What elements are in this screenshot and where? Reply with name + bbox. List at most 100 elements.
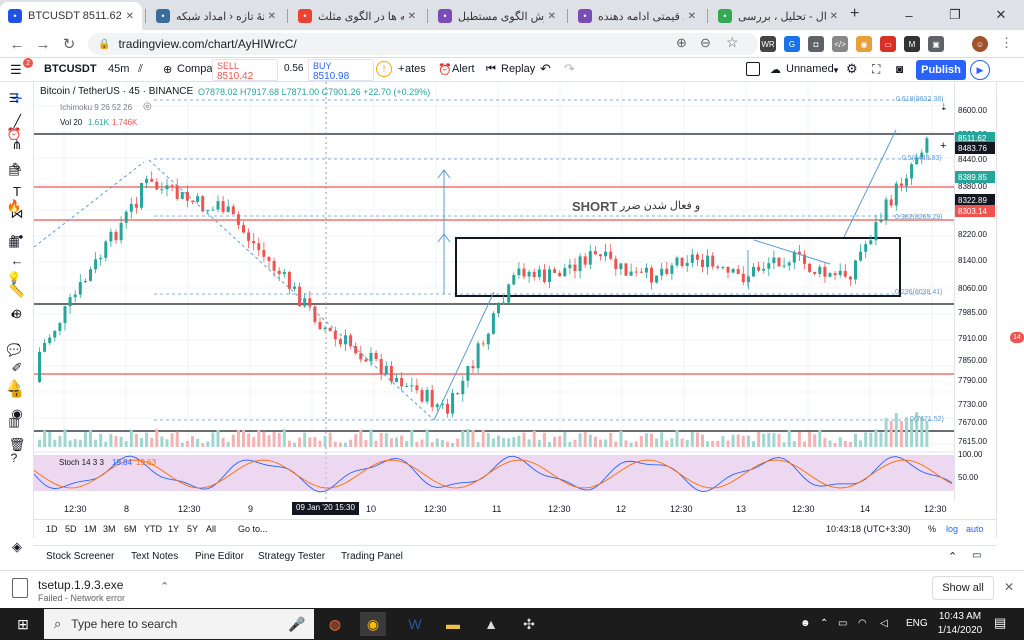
- close-tab-icon[interactable]: ✕: [407, 10, 416, 22]
- indicator-plus-icon[interactable]: +: [398, 63, 405, 75]
- calculator-icon[interactable]: ▥: [8, 415, 20, 429]
- data-window-icon[interactable]: ▤: [8, 163, 20, 177]
- browser-tab[interactable]: • ارزدیجیتال - تحلیل ، بررسی✕: [710, 2, 846, 30]
- undo-icon[interactable]: ↶: [540, 61, 551, 76]
- templates-button[interactable]: ates: [405, 63, 426, 75]
- taskbar-date[interactable]: 1/14/2020: [937, 625, 983, 636]
- panel-tab[interactable]: Strategy Tester: [258, 551, 326, 562]
- minimize-button[interactable]: –: [905, 7, 913, 23]
- chart-area[interactable]: [33, 82, 954, 500]
- extension-eye-icon[interactable]: ◉: [856, 36, 872, 52]
- taskbar-search[interactable]: ⌕ Type here to search: [44, 609, 314, 639]
- add-icon[interactable]: ⊕: [676, 35, 687, 50]
- panel-tab[interactable]: Pine Editor: [195, 551, 244, 562]
- tray-battery-icon[interactable]: ▭: [838, 618, 848, 629]
- pattern-icon[interactable]: ⋈: [10, 206, 24, 221]
- interval-selector[interactable]: 45m: [108, 63, 130, 75]
- range-button[interactable]: YTD: [144, 524, 162, 534]
- alarm-clock-icon[interactable]: ⏰: [438, 64, 452, 76]
- layout-chevron-icon[interactable]: ▼: [832, 66, 840, 75]
- persian-annotation[interactable]: و فعال شدن ضرر: [620, 200, 701, 212]
- lock-drawings-icon[interactable]: 🔓: [8, 383, 26, 398]
- help-icon[interactable]: ?: [10, 451, 18, 465]
- magnet-icon[interactable]: ∩: [12, 337, 22, 353]
- crosshair-icon[interactable]: ✛: [11, 91, 23, 106]
- range-button[interactable]: 1Y: [168, 524, 180, 534]
- alert-button[interactable]: Alert: [452, 63, 475, 75]
- extension-tv-icon[interactable]: ▣: [928, 36, 944, 52]
- file-explorer-icon[interactable]: ▬: [446, 616, 460, 632]
- buy-button[interactable]: BUY 8510.98: [308, 59, 374, 82]
- range-button[interactable]: 1M: [84, 524, 97, 534]
- extension-code-icon[interactable]: </>: [832, 36, 848, 52]
- info-icon[interactable]: !: [376, 61, 392, 77]
- panel-tab[interactable]: Text Notes: [131, 551, 179, 562]
- alerts-clock-icon[interactable]: ⏰: [6, 127, 22, 141]
- close-tab-icon[interactable]: ✕: [547, 10, 556, 22]
- layers-icon[interactable]: ◈: [12, 539, 22, 554]
- prediction-icon[interactable]: ⊶: [10, 229, 24, 244]
- hotlist-icon[interactable]: 🔥: [6, 199, 22, 213]
- ideas-bulb-icon[interactable]: 💡: [6, 271, 22, 285]
- download-chevron-icon[interactable]: ⌃: [160, 581, 170, 593]
- range-button[interactable]: 6M: [124, 524, 137, 534]
- play-icon[interactable]: ▶: [970, 60, 990, 80]
- browser-tab[interactable]: • نوشتهٔ تازه ‹ امداد شبکه✕: [148, 2, 284, 30]
- ruler-icon[interactable]: 📏: [8, 283, 26, 298]
- notifications-icon[interactable]: 🔔: [6, 379, 22, 393]
- reload-icon[interactable]: ↻: [62, 36, 76, 53]
- microphone-icon[interactable]: 🎤: [288, 615, 306, 632]
- extension-m-icon[interactable]: M: [904, 36, 920, 52]
- publish-button[interactable]: Publish: [916, 60, 966, 80]
- maximize-panel-icon[interactable]: ▭: [972, 550, 982, 561]
- redo-icon[interactable]: ↷: [564, 61, 575, 76]
- watchlist-icon[interactable]: ☰: [8, 91, 20, 105]
- auto-toggle[interactable]: auto: [966, 524, 984, 534]
- show-all-button[interactable]: Show all: [932, 576, 994, 600]
- menu-dots-icon[interactable]: ⋮: [1000, 35, 1013, 50]
- tray-up-icon[interactable]: ⌃: [820, 618, 829, 629]
- percent-toggle[interactable]: %: [928, 524, 937, 534]
- price-chart[interactable]: [33, 82, 954, 500]
- fullscreen-rect-icon[interactable]: [746, 62, 760, 76]
- range-button[interactable]: 5D: [65, 524, 77, 534]
- browser-tab[interactable]: • BTCUSDT 8511.62 ▲✕: [0, 2, 142, 30]
- new-tab-button[interactable]: +: [850, 5, 860, 22]
- tray-people-icon[interactable]: ☻: [800, 618, 811, 629]
- download-filename[interactable]: tsetup.1.9.3.exe: [38, 578, 124, 592]
- extension-g-icon[interactable]: G: [784, 36, 800, 52]
- language-indicator[interactable]: ENG: [906, 618, 928, 629]
- scroll-down-icon[interactable]: ⇣: [940, 102, 948, 112]
- replay-button[interactable]: Replay: [501, 63, 536, 75]
- photos-icon[interactable]: ▲: [484, 616, 498, 632]
- fullscreen-icon[interactable]: ⛶: [872, 62, 881, 76]
- trendline-icon[interactable]: ╱: [13, 114, 21, 129]
- close-tab-icon[interactable]: ✕: [829, 10, 838, 22]
- windows-start-icon[interactable]: ⊞: [17, 615, 29, 632]
- close-download-icon[interactable]: ✕: [1004, 580, 1015, 594]
- taskbar-time[interactable]: 10:43 AM: [938, 611, 982, 622]
- action-center-icon[interactable]: ▤: [994, 615, 1007, 630]
- bookmark-star-icon[interactable]: ☆: [726, 34, 739, 50]
- streams-icon[interactable]: ◐: [10, 307, 18, 321]
- back-icon[interactable]: ←: [9, 35, 25, 53]
- app-icon[interactable]: ✣: [523, 615, 535, 632]
- replay-icon[interactable]: ⏮: [486, 63, 496, 75]
- close-tab-icon[interactable]: ✕: [687, 10, 696, 22]
- profile-avatar[interactable]: ☺: [972, 36, 988, 52]
- tray-network-icon[interactable]: ◠: [858, 618, 867, 629]
- snapshot-camera-icon[interactable]: ◙: [896, 62, 904, 76]
- brush-icon[interactable]: ✎: [11, 160, 23, 175]
- range-button[interactable]: All: [206, 524, 217, 534]
- hamburger-menu-icon[interactable]: ☰: [10, 62, 22, 77]
- eye-hidden-icon[interactable]: ◎: [143, 101, 152, 112]
- panel-tab[interactable]: Trading Panel: [341, 551, 403, 562]
- browser-tab[interactable]: • تاییدیه ها در الگوی مثلث✕: [290, 2, 424, 30]
- close-tab-icon[interactable]: ✕: [267, 10, 276, 22]
- zoom-in-icon[interactable]: ⊕: [11, 306, 23, 321]
- firefox-icon[interactable]: ◍: [328, 615, 342, 632]
- range-button[interactable]: 3M: [103, 524, 116, 534]
- tray-volume-icon[interactable]: ◁: [880, 618, 888, 629]
- panel-tab[interactable]: Stock Screener: [46, 551, 115, 562]
- zoom-icon[interactable]: ⊖: [700, 35, 711, 50]
